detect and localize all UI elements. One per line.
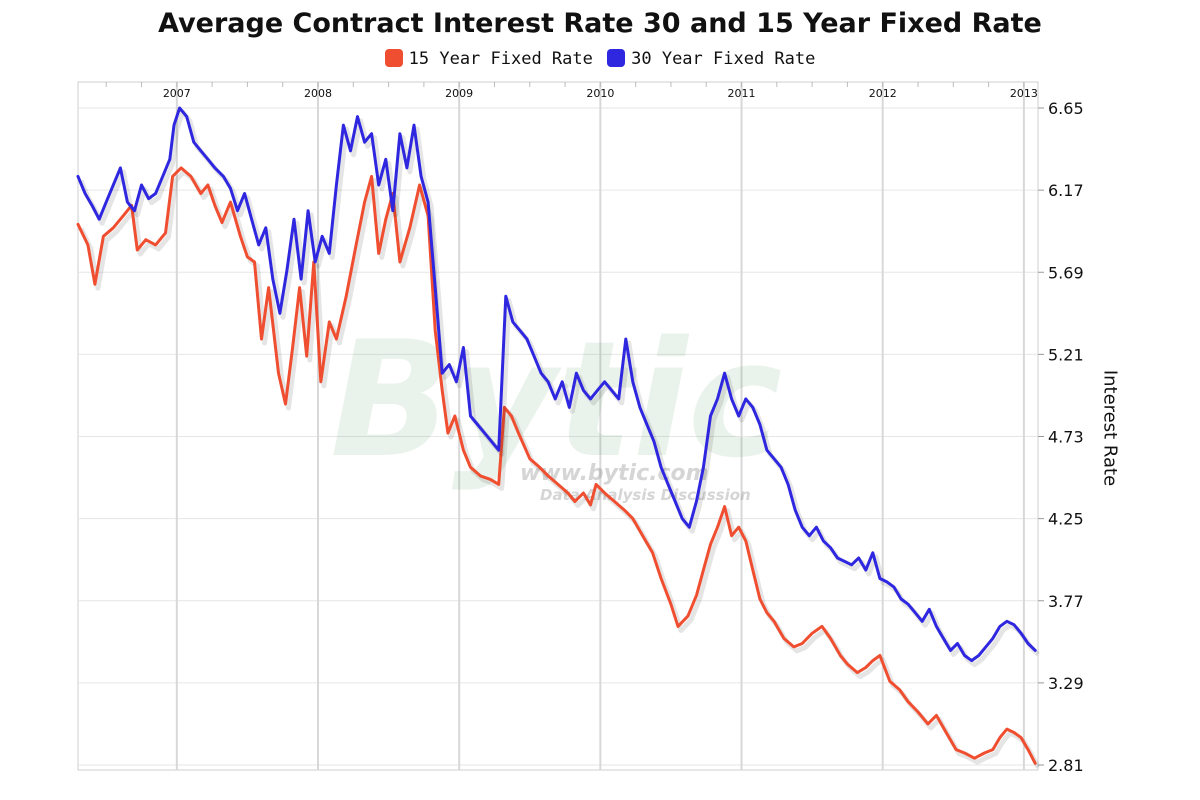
watermark-url: www.bytic.com xyxy=(520,461,709,486)
legend-swatch-30-year xyxy=(607,49,626,67)
y-tick-label: 3.29 xyxy=(1048,674,1084,693)
x-tick-label: 2013 xyxy=(1010,87,1038,100)
y-tick-label: 5.21 xyxy=(1048,345,1084,364)
y-tick-label: 6.65 xyxy=(1048,99,1084,118)
chart-legend: 15 Year Fixed Rate 30 Year Fixed Rate xyxy=(0,49,1200,69)
legend-item-15-year[interactable]: 15 Year Fixed Rate xyxy=(384,49,593,69)
chart-title: Average Contract Interest Rate 30 and 15… xyxy=(158,8,1042,39)
x-tick-label: 2008 xyxy=(304,87,332,100)
legend-label-30-year: 30 Year Fixed Rate xyxy=(631,49,816,69)
x-tick-label: 2007 xyxy=(163,87,191,100)
x-tick-label: 2011 xyxy=(728,87,756,100)
series-line-30-year xyxy=(76,106,1037,663)
y-tick-label: 3.77 xyxy=(1048,592,1084,611)
y-tick-label: 4.73 xyxy=(1048,428,1084,447)
axis-layer: 6.65 6.17 5.69 5.21 4.73 4.25 3.77 3.29 2.81 2007… xyxy=(105,82,1084,775)
y-tick-label: 4.25 xyxy=(1048,510,1084,529)
legend-item-30-year[interactable]: 30 Year Fixed Rate xyxy=(607,49,815,69)
y-tick-label: 2.81 xyxy=(1048,756,1084,775)
y-axis-label: Interest Rate xyxy=(1099,369,1121,487)
legend-swatch-15-year xyxy=(384,49,403,67)
x-tick-label: 2009 xyxy=(445,87,473,100)
y-tick-label: 5.69 xyxy=(1048,263,1084,282)
x-tick-label: 2012 xyxy=(869,87,897,100)
series-layer xyxy=(76,106,1041,769)
x-tick-label: 2010 xyxy=(586,87,614,100)
y-tick-label: 6.17 xyxy=(1048,181,1084,200)
legend-label-15-year: 15 Year Fixed Rate xyxy=(408,49,593,69)
series-line-15-year xyxy=(76,166,1037,765)
